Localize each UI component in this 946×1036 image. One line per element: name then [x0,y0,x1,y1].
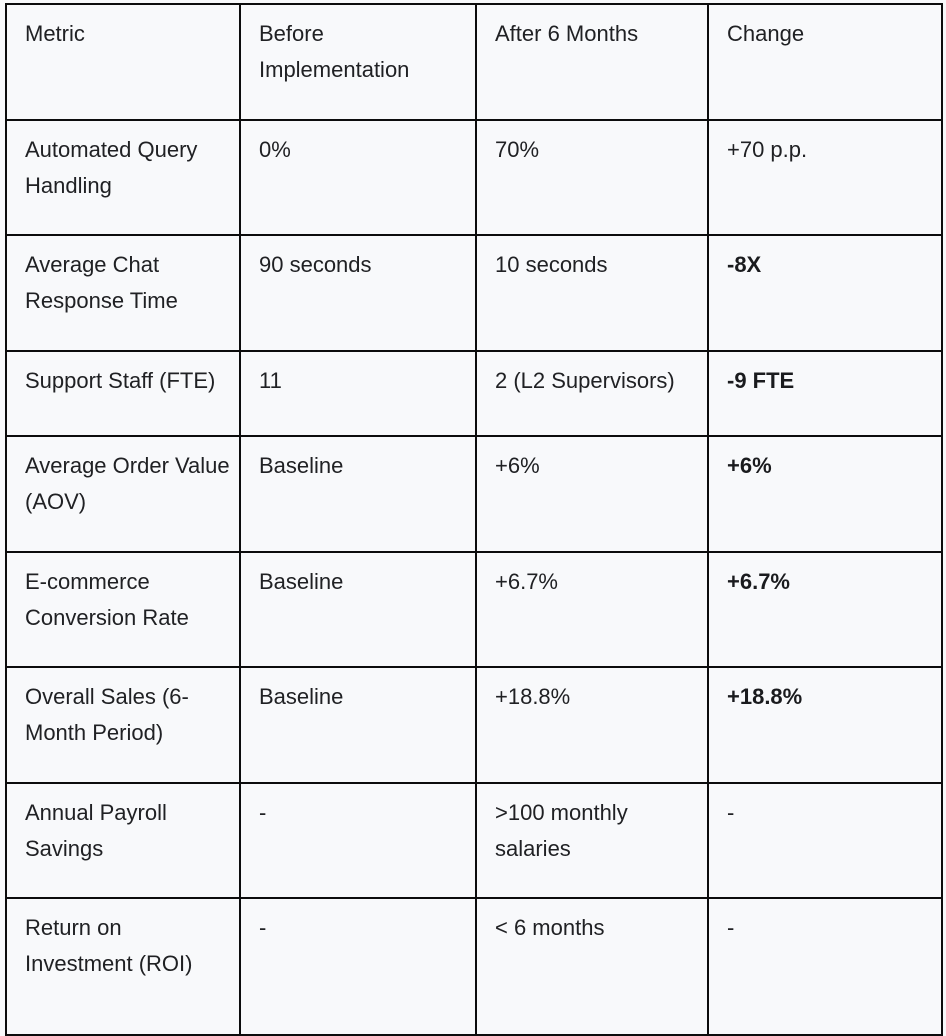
header-cell-after: After 6 Months [475,3,709,121]
header-cell-before: Before Implementation [239,3,477,121]
cell-after: +6% [475,435,709,553]
cell-before: Baseline [239,551,477,668]
table-row: Overall Sales (6-Month Period) Baseline … [5,666,943,784]
cell-metric: Average Order Value (AOV) [5,435,241,553]
cell-after: >100 monthly salaries [475,782,709,899]
cell-change: -9 FTE [707,350,943,437]
header-row: Metric Before Implementation After 6 Mon… [5,3,943,121]
cell-after: 2 (L2 Supervisors) [475,350,709,437]
cell-before: Baseline [239,435,477,553]
table-row: Return on Investment (ROI) - < 6 months … [5,897,943,1036]
cell-after: < 6 months [475,897,709,1036]
cell-metric: Return on Investment (ROI) [5,897,241,1036]
cell-after: 70% [475,119,709,236]
table-row: Average Chat Response Time 90 seconds 10… [5,234,943,352]
cell-metric: E-commerce Conversion Rate [5,551,241,668]
cell-change: +18.8% [707,666,943,784]
cell-change: - [707,782,943,899]
cell-metric: Average Chat Response Time [5,234,241,352]
cell-before: Baseline [239,666,477,784]
cell-change: +6.7% [707,551,943,668]
cell-before: - [239,897,477,1036]
cell-after: +18.8% [475,666,709,784]
cell-change: -8X [707,234,943,352]
table-header: Metric Before Implementation After 6 Mon… [5,3,943,121]
cell-metric: Overall Sales (6-Month Period) [5,666,241,784]
cell-change: +6% [707,435,943,553]
metrics-comparison-table: Metric Before Implementation After 6 Mon… [5,3,943,1036]
cell-change: - [707,897,943,1036]
cell-before: 0% [239,119,477,236]
table-body: Automated Query Handling 0% 70% +70 p.p.… [5,119,943,1036]
cell-before: 11 [239,350,477,437]
header-cell-change: Change [707,3,943,121]
table-row: Annual Payroll Savings - >100 monthly sa… [5,782,943,899]
table-row: Support Staff (FTE) 11 2 (L2 Supervisors… [5,350,943,437]
cell-before: - [239,782,477,899]
cell-before: 90 seconds [239,234,477,352]
cell-after: 10 seconds [475,234,709,352]
cell-after: +6.7% [475,551,709,668]
cell-change: +70 p.p. [707,119,943,236]
header-cell-metric: Metric [5,3,241,121]
table-row: Average Order Value (AOV) Baseline +6% +… [5,435,943,553]
cell-metric: Automated Query Handling [5,119,241,236]
table-row: Automated Query Handling 0% 70% +70 p.p. [5,119,943,236]
table-row: E-commerce Conversion Rate Baseline +6.7… [5,551,943,668]
cell-metric: Support Staff (FTE) [5,350,241,437]
cell-metric: Annual Payroll Savings [5,782,241,899]
